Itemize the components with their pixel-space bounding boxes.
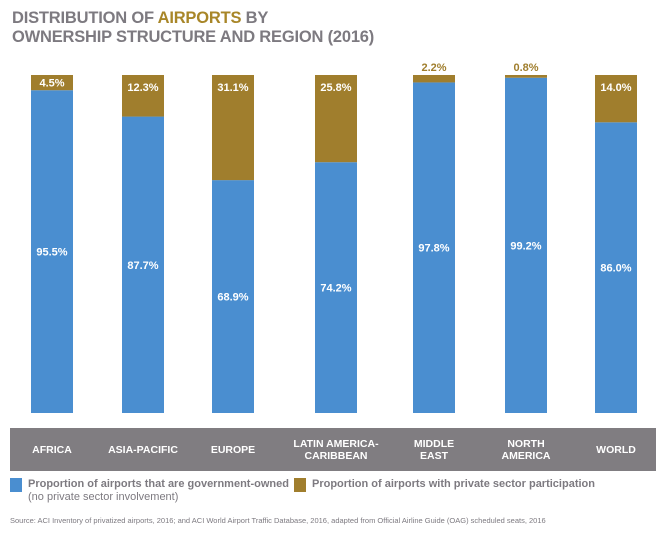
bar-gov [413,82,455,413]
data-label-private: 4.5% [39,78,64,90]
category-label: AFRICA [32,443,72,456]
legend-label-gov: Proportion of airports that are governme… [28,478,289,490]
category-band: AFRICA ASIA-PACIFIC EUROPE LATIN AMERICA- CA… [10,428,656,471]
bar-private [315,75,357,163]
title-line2: OWNERSHIP STRUCTURE AND REGION (2016) [12,28,375,46]
bar-gov [122,116,164,413]
category-label: NORTH AMERICA [501,437,551,462]
bar-private [413,75,455,83]
bar-gov [212,180,254,413]
data-label-private: 0.8% [513,62,538,74]
data-label-gov: 87.7% [127,260,158,272]
category-label: MIDDLE EAST [413,437,455,462]
bar-gov [505,77,547,413]
data-label-gov: 86.0% [600,263,631,275]
bar-private [595,75,637,123]
data-label-gov: 68.9% [217,292,248,304]
bar-private [212,75,254,181]
title-highlight: AIRPORTS [157,9,242,27]
data-label-private: 2.2% [421,62,446,74]
category-label: LATIN AMERICA- CARIBBEAN [293,437,379,462]
bar-private [31,75,73,91]
data-label-private: 14.0% [600,82,631,94]
bar-chart: 95.5% 4.5% 87.7% 12.3% 68.9% 31.1% 74.2% 25.8% 9… [31,60,637,414]
legend-swatch-gov [10,478,22,492]
bar-private [122,75,164,117]
label-bg [505,60,547,74]
data-label-gov: 74.2% [320,283,351,295]
category-label: EUROPE [210,443,256,456]
data-label-gov: 99.2% [510,240,541,252]
legend-swatch-private [294,478,306,492]
data-label-gov: 95.5% [36,247,67,259]
source-note: Source: ACI Inventory of privatized airp… [10,516,546,525]
data-label-private: 12.3% [127,82,158,94]
legend-item-private: Proportion of airports with private sect… [294,478,595,492]
bar-gov [315,162,357,413]
category-label: WORLD [596,443,636,456]
data-label-private: 31.1% [217,82,248,94]
legend-item-gov: Proportion of airports that are governme… [10,478,289,504]
bar-gov [31,90,73,414]
data-label-private: 25.8% [320,82,351,94]
legend-label-private: Proportion of airports with private sect… [312,478,595,490]
bar-private [505,75,547,78]
bar-gov [595,122,637,413]
legend-sublabel-gov: (no private sector involvement) [28,491,179,503]
title-text: DISTRIBUTION OF [12,9,158,27]
category-label: ASIA-PACIFIC [108,443,178,456]
label-bg [413,60,455,74]
chart-title: DISTRIBUTION OF AIRPORTS BY OWNERSHIP ST… [12,9,374,47]
title-text: BY [241,9,269,27]
data-label-gov: 97.8% [418,243,449,255]
